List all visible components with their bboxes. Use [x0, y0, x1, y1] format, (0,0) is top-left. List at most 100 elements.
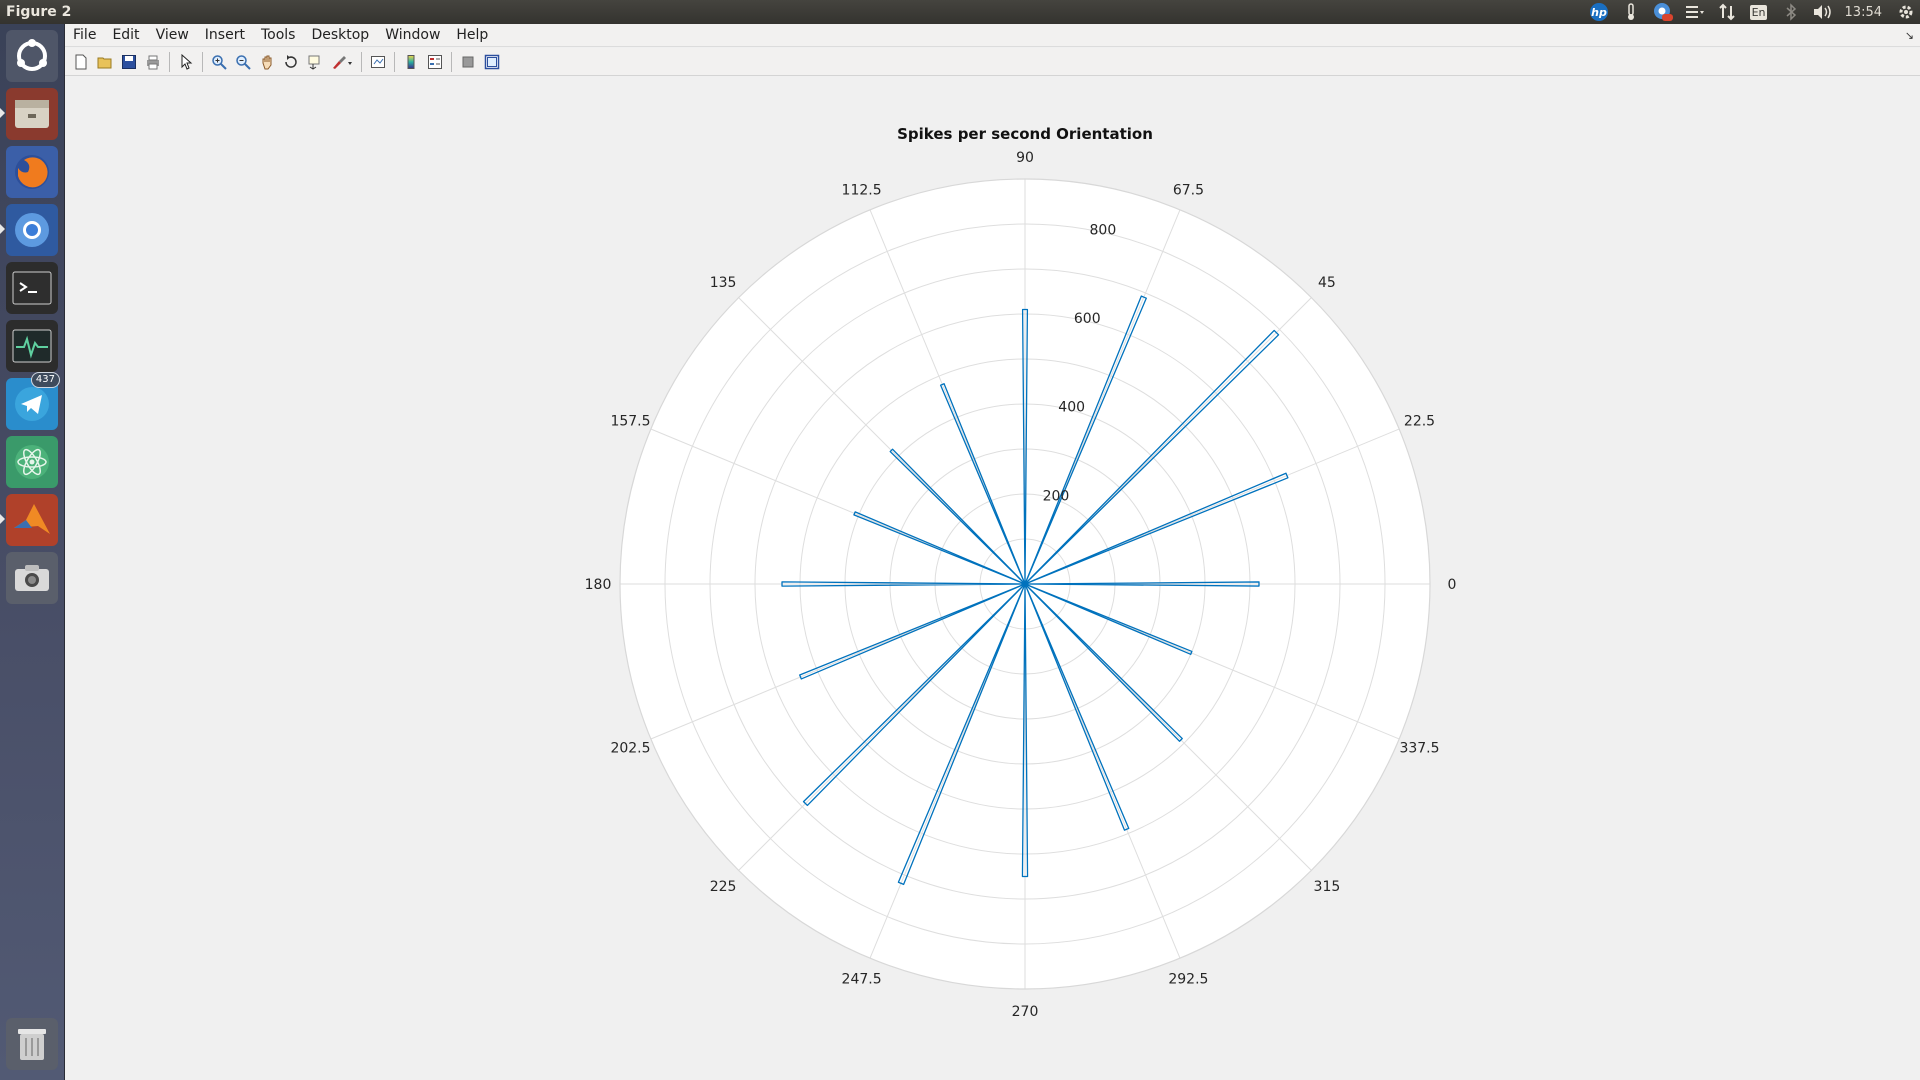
keyboard-layout-icon[interactable]: En [1743, 0, 1775, 24]
polar-bar [1024, 472, 1289, 585]
r-tick-label: 200 [1043, 488, 1070, 504]
link-plot-icon[interactable] [366, 50, 390, 74]
r-tick-label: 800 [1090, 223, 1117, 239]
atom-icon[interactable] [6, 436, 58, 488]
polar-bar [799, 583, 1026, 680]
pointer-icon[interactable] [174, 50, 198, 74]
chromium-icon[interactable] [0, 204, 58, 256]
screenshot-icon[interactable] [6, 552, 58, 604]
chart-title: Spikes per second Orientation [897, 125, 1153, 143]
polar-bar [939, 383, 1026, 585]
menu-insert[interactable]: Insert [204, 27, 245, 43]
polar-bar [889, 448, 1026, 585]
zoom-out-icon[interactable] [231, 50, 255, 74]
polar-bar [781, 581, 1026, 587]
volume-icon[interactable] [1807, 0, 1839, 24]
keyboard-layout-label: En [1749, 4, 1768, 20]
hp-icon[interactable]: hp [1583, 0, 1615, 24]
polar-bar [802, 583, 1026, 807]
theta-tick-label: 45 [1318, 275, 1336, 291]
theta-tick-label: 22.5 [1404, 414, 1435, 430]
dock-arrow-icon[interactable]: ↘ [1904, 28, 1914, 42]
thermometer-icon[interactable] [1615, 0, 1647, 24]
toolbar-separator [202, 51, 203, 72]
firefox-icon[interactable] [6, 146, 58, 198]
plot-area[interactable]: 0 22.5 45 67.5 90 112.5 135 157.5 180 202.5 225 247… [65, 77, 1920, 1080]
figure-window: File Edit View Insert Tools Desktop Wind… [65, 24, 1920, 1080]
colorbar-icon[interactable] [399, 50, 423, 74]
theta-tick-label: 337.5 [1399, 740, 1439, 756]
indicator-area: hp En 13:54 [1583, 0, 1920, 24]
matlab-icon[interactable] [0, 494, 58, 546]
running-indicator [0, 514, 5, 524]
menu-window[interactable]: Window [385, 27, 441, 43]
bluetooth-icon[interactable] [1775, 0, 1807, 24]
menu-list-icon[interactable] [1679, 0, 1711, 24]
chromium-notify-icon[interactable] [1647, 0, 1679, 24]
zoom-in-icon[interactable] [207, 50, 231, 74]
clock[interactable]: 13:54 [1844, 4, 1882, 20]
menu-help[interactable]: Help [456, 27, 489, 43]
theta-tick-label: 90 [1016, 150, 1034, 166]
trash-icon[interactable] [6, 1018, 58, 1070]
svg-text:hp: hp [1591, 6, 1607, 19]
polar-bar [897, 583, 1026, 886]
window-title: Figure 2 [6, 4, 72, 20]
theta-tick-label: 225 [710, 879, 737, 895]
menu-file[interactable]: File [73, 27, 97, 43]
print-icon[interactable] [141, 50, 165, 74]
polar-bar [1024, 581, 1260, 587]
telegram-icon[interactable]: 437 [6, 372, 60, 430]
save-icon[interactable] [117, 50, 141, 74]
network-arrows-icon[interactable] [1711, 0, 1743, 24]
terminal-icon[interactable] [6, 262, 58, 314]
polar-histogram-chart[interactable]: 0 22.5 45 67.5 90 112.5 135 157.5 180 202.5 225 247… [65, 77, 1920, 1080]
system-monitor-icon[interactable] [6, 320, 58, 372]
menu-view[interactable]: View [155, 27, 189, 43]
menu-tools[interactable]: Tools [260, 27, 296, 43]
top-panel: Figure 2 hp En 13:54 [0, 0, 1920, 24]
data-cursor-icon[interactable] [303, 50, 327, 74]
toolbar-separator [361, 51, 362, 72]
polar-bar [1021, 583, 1029, 878]
telegram-unread-badge: 437 [30, 372, 60, 388]
menubar: File Edit View Insert Tools Desktop Wind… [65, 24, 1920, 47]
ubuntu-dash-icon[interactable] [6, 30, 58, 82]
theta-tick-label: 180 [585, 577, 612, 593]
rotate-icon[interactable] [279, 50, 303, 74]
show-plot-tools-icon[interactable] [480, 50, 504, 74]
theta-tick-label: 292.5 [1168, 972, 1208, 988]
pan-icon[interactable] [255, 50, 279, 74]
launcher: 437 [0, 24, 65, 1080]
polar-bar [1024, 329, 1280, 585]
menu-desktop[interactable]: Desktop [311, 27, 370, 43]
toolbar-separator [169, 51, 170, 72]
polar-bar [1024, 583, 1183, 742]
menu-edit[interactable]: Edit [112, 27, 140, 43]
theta-tick-label: 247.5 [842, 972, 882, 988]
polar-bar [1024, 295, 1147, 585]
theta-tick-label: 315 [1314, 879, 1341, 895]
toolbar-separator [394, 51, 395, 72]
polar-outer-ring [619, 178, 1431, 990]
polar-bar [1024, 583, 1130, 831]
theta-tick-label: 135 [710, 275, 737, 291]
toolbar-separator [451, 51, 452, 72]
theta-tick-label: 0 [1448, 577, 1457, 593]
running-indicator [0, 224, 5, 234]
theta-tick-label: 202.5 [610, 740, 650, 756]
theta-tick-label: 112.5 [842, 183, 882, 199]
files-icon[interactable] [0, 88, 58, 140]
running-indicator [0, 108, 5, 118]
open-icon[interactable] [93, 50, 117, 74]
hide-plot-tools-icon[interactable] [456, 50, 480, 74]
r-tick-label: 400 [1058, 400, 1085, 416]
polar-bar [853, 511, 1026, 585]
legend-icon[interactable] [423, 50, 447, 74]
r-tick-label: 600 [1074, 311, 1101, 327]
brush-icon[interactable] [327, 50, 357, 74]
new-figure-icon[interactable] [69, 50, 93, 74]
polar-bar [1024, 583, 1193, 655]
settings-gear-icon[interactable] [1892, 0, 1920, 24]
theta-tick-label: 157.5 [610, 414, 650, 430]
